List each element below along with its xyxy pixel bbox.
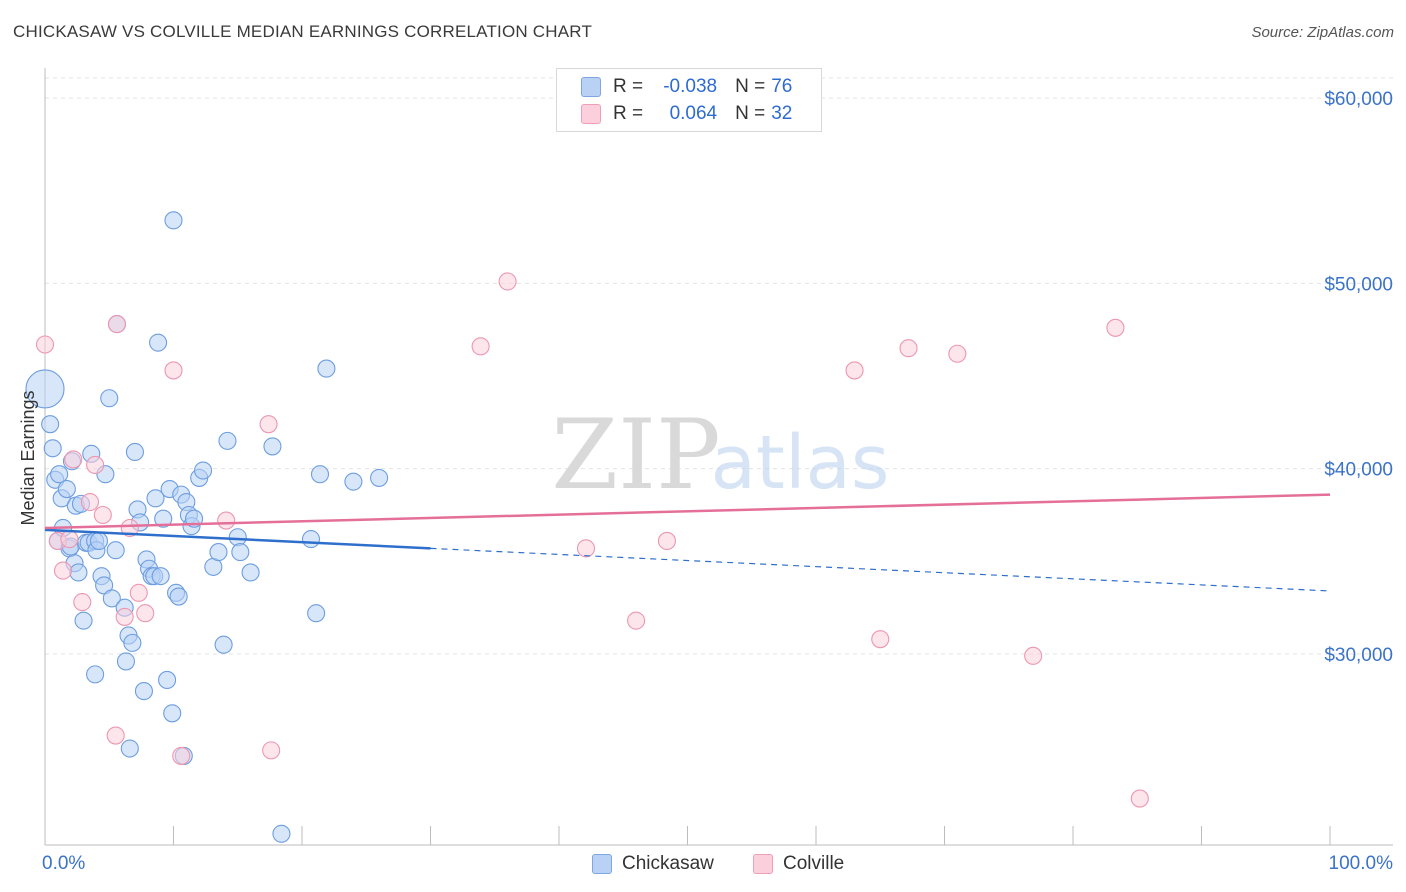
colville-point — [218, 512, 235, 529]
chickasaw-point — [159, 671, 176, 688]
colville-point — [472, 338, 489, 355]
chickasaw-point — [229, 529, 246, 546]
colville-point — [263, 742, 280, 759]
legend-n-value: 76 — [771, 76, 792, 98]
y-tick-label: $60,000 — [1324, 89, 1393, 110]
chickasaw-point — [126, 443, 143, 460]
chickasaw-point — [135, 683, 152, 700]
colville-point — [1025, 647, 1042, 664]
chickasaw-point — [219, 432, 236, 449]
legend-n-value: 32 — [771, 103, 792, 125]
chickasaw-point — [121, 740, 138, 757]
colville-point — [81, 494, 98, 511]
colville-point — [107, 727, 124, 744]
chickasaw-point — [264, 438, 281, 455]
chickasaw-point — [90, 532, 107, 549]
colville-point — [108, 316, 125, 333]
chickasaw-point — [215, 636, 232, 653]
colville-point — [37, 336, 54, 353]
chickasaw-point — [170, 588, 187, 605]
colville-point — [173, 747, 190, 764]
colville-point — [1131, 790, 1148, 807]
chickasaw-trend-extension — [431, 548, 1331, 591]
chickasaw-point — [311, 466, 328, 483]
colville-point — [260, 416, 277, 433]
colville-point — [499, 273, 516, 290]
colville-point — [94, 507, 111, 524]
x-tick-label-max: 100.0% — [1329, 853, 1394, 874]
colville-point — [577, 540, 594, 557]
chickasaw-point — [232, 544, 249, 561]
chickasaw-point — [124, 634, 141, 651]
chickasaw-point — [75, 612, 92, 629]
colville-point — [54, 562, 71, 579]
series-legend-chickasaw: Chickasaw — [592, 852, 714, 876]
scatter-chart: ZIP atlas $30,000 $40,000 $50,000 $60,000 0.… — [0, 0, 1406, 892]
chickasaw-point — [318, 360, 335, 377]
chickasaw-point — [107, 542, 124, 559]
chickasaw-point — [165, 212, 182, 229]
chickasaw-point — [152, 568, 169, 585]
chickasaw-point — [42, 416, 59, 433]
x-tick-label-min: 0.0% — [42, 853, 85, 874]
legend-swatch-pink — [581, 104, 601, 124]
colville-point — [949, 345, 966, 362]
colville-point — [87, 456, 104, 473]
chickasaw-point — [87, 666, 104, 683]
chickasaw-point — [58, 481, 75, 498]
colville-point — [137, 605, 154, 622]
series-legend-colville: Colville — [753, 852, 844, 876]
chickasaw-point — [210, 544, 227, 561]
y-axis-label: Median Earnings — [18, 390, 38, 525]
chickasaw-point — [308, 605, 325, 622]
data-points — [26, 212, 1148, 842]
chickasaw-point — [44, 440, 61, 457]
legend-swatch-blue — [581, 77, 601, 97]
colville-point — [61, 531, 78, 548]
colville-point — [74, 594, 91, 611]
colville-point — [116, 608, 133, 625]
chickasaw-point — [150, 334, 167, 351]
colville-point — [658, 532, 675, 549]
chickasaw-point — [302, 531, 319, 548]
series-label-colville: Colville — [783, 853, 844, 875]
colville-point — [130, 584, 147, 601]
stats-legend: R = -0.038 N = 76 R = 0.064 N = 32 — [556, 68, 822, 132]
series-swatch-colville — [753, 854, 773, 874]
y-tick-label: $40,000 — [1324, 460, 1393, 481]
colville-point — [1107, 319, 1124, 336]
series-label-chickasaw: Chickasaw — [622, 853, 714, 875]
y-tick-label: $50,000 — [1324, 274, 1393, 295]
legend-n-label: N = — [735, 76, 765, 98]
legend-r-label: R = — [613, 76, 643, 98]
chickasaw-point — [164, 705, 181, 722]
legend-r-value: 0.064 — [643, 103, 717, 125]
legend-r-label: R = — [613, 103, 643, 125]
colville-point — [165, 362, 182, 379]
chickasaw-point — [345, 473, 362, 490]
legend-r-value: -0.038 — [643, 76, 717, 98]
chickasaw-point — [195, 462, 212, 479]
colville-point — [900, 340, 917, 357]
legend-row-chickasaw: R = -0.038 N = 76 — [581, 75, 792, 99]
legend-row-colville: R = 0.064 N = 32 — [581, 102, 792, 126]
chickasaw-point — [371, 469, 388, 486]
chickasaw-point — [117, 653, 134, 670]
colville-point — [65, 451, 82, 468]
y-tick-label: $30,000 — [1324, 645, 1393, 666]
watermark-zip: ZIP — [551, 399, 720, 511]
colville-point — [872, 631, 889, 648]
series-swatch-chickasaw — [592, 854, 612, 874]
watermark-atlas: atlas — [711, 420, 890, 506]
legend-n-label: N = — [735, 103, 765, 125]
chickasaw-point — [70, 564, 87, 581]
colville-point — [846, 362, 863, 379]
chickasaw-point — [273, 825, 290, 842]
chickasaw-point — [242, 564, 259, 581]
chickasaw-point — [101, 390, 118, 407]
colville-point — [628, 612, 645, 629]
